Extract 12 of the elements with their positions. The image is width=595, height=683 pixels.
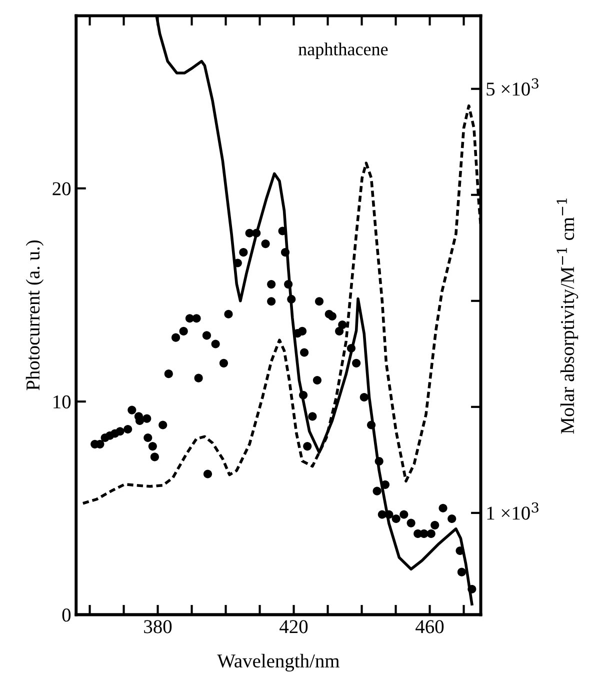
x-axis-title: Wavelength/nm [217,654,340,672]
y2-tick-label: 1 ×10$^{3}$ [487,502,538,520]
y-tick-label: 0 [62,608,71,622]
x-tick-label: 420 [280,620,308,634]
x-tick-label: 380 [144,620,172,634]
y2-axis-title: Molar absorptivity/M$^{−1}$ cm$^{−1}$ [556,198,578,434]
y-axis-title: Photocurrent (a. u.) [26,240,44,390]
x-tick-label: 460 [416,620,444,634]
annotation: naphthacene [298,42,388,60]
y-tick-label: 20 [52,182,71,196]
y2-tick-label: 5 ×10$^{3}$ [486,78,538,96]
y-tick-label: 10 [54,395,71,408]
